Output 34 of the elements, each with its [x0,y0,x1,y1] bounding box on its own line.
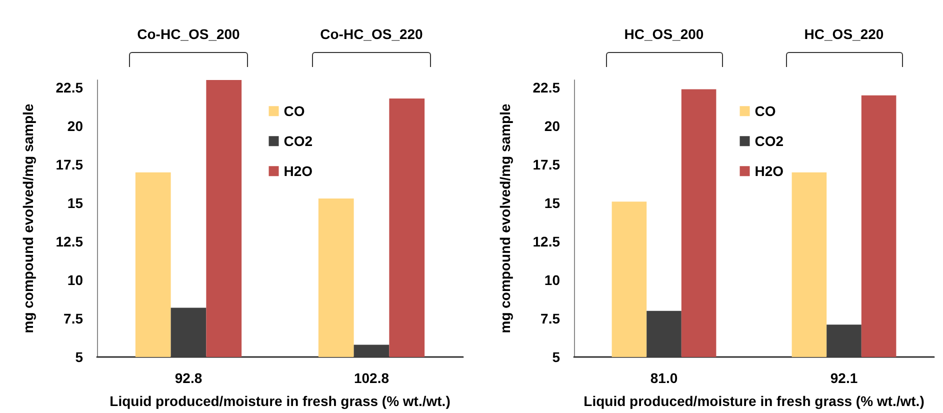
y-tick-label: 10 [67,272,84,288]
legend-label: CO2 [284,133,313,150]
legend-label: CO [754,103,776,120]
text: HC_OS_200 [623,26,705,42]
y-tick-label: 5 [75,349,84,365]
text: Co-HC_OS_200 [136,26,241,42]
y-tick-label: 22.5 [56,80,84,96]
y-tick-label: 20 [67,118,84,134]
y-tick-label: 15 [67,195,84,212]
legend-label: CO [284,103,305,120]
y-tick-label: 12.5 [56,234,84,250]
x-tick-label: 102.8 [354,370,390,386]
y-tick-label: 10 [544,272,560,288]
x-axis-title: Liquid produced/moisture in fresh grass (% wt./wt.) [110,393,450,409]
legend-label: CO2 [754,133,784,150]
y-tick-label: 22.5 [532,80,560,96]
x-tick-label: 92.8 [174,370,202,386]
y-axis-title: mg compound evolved/mg sample [20,104,36,334]
text: HC_OS_220 [803,26,885,42]
legend-label: H2O [284,163,313,180]
y-tick-label: 12.5 [532,234,560,250]
y-tick-label: 15 [544,195,560,212]
y-tick-label: 17.5 [532,156,560,173]
x-tick-label: 92.1 [830,370,858,386]
y-tick-label: 20 [544,118,560,134]
x-tick-label: 81.0 [650,370,678,386]
y-axis-title: mg compound evolved/mg sample [497,104,513,334]
legend-label: H2O [754,163,784,180]
y-tick-label: 5 [552,349,560,365]
y-tick-label: 7.5 [64,310,84,327]
y-tick-label: 7.5 [540,310,560,327]
y-tick-label: 17.5 [56,156,84,173]
text: Co-HC_OS_220 [319,26,424,42]
x-axis-title: Liquid produced/moisture in fresh grass (% wt./wt.) [584,393,924,409]
